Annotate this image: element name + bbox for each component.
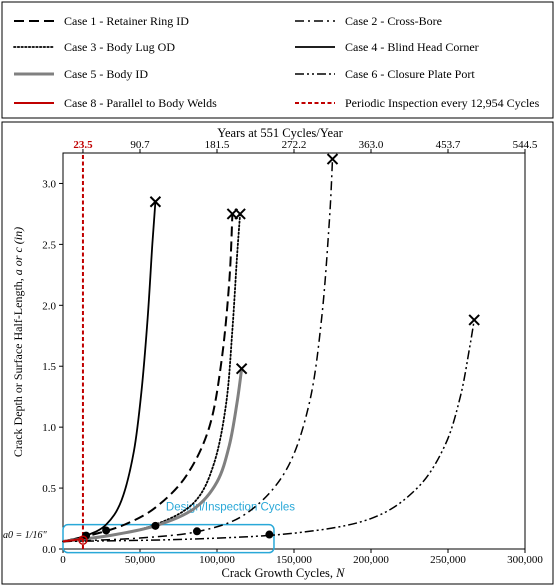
- y-tick-label: 2.0: [42, 300, 56, 312]
- series-end-marker: [234, 208, 246, 220]
- top-tick-label: 90.7: [130, 139, 150, 151]
- legend-frame: [1, 1, 554, 119]
- chart-frame: [1, 121, 554, 585]
- legend-label: Case 8 - Parallel to Body Welds: [64, 96, 217, 110]
- x-tick-label: 200,000: [353, 554, 389, 566]
- x-tick-label: 50,000: [125, 554, 156, 566]
- y-tick-label: 2.5: [42, 239, 56, 251]
- series-line-6: [62, 319, 475, 543]
- legend-label: Case 3 - Body Lug OD: [64, 40, 175, 54]
- design-cycle-dot: [265, 530, 274, 539]
- legend: Case 1 - Retainer Ring ID Case 2 - Cross-…: [1, 1, 554, 119]
- top-tick-label: 453.7: [436, 139, 461, 151]
- series-end-marker: [149, 196, 162, 208]
- y-tick-label: 0.0: [42, 544, 56, 556]
- legend-label: Case 4 - Blind Head Corner: [345, 40, 479, 54]
- x-axis-label: Crack Growth Cycles, N: [222, 566, 346, 580]
- series-line-5: [62, 368, 244, 543]
- top-tick-label: 181.5: [205, 139, 230, 151]
- series-line-4: [62, 201, 157, 543]
- a0-label: a0 = 1/16": [3, 530, 48, 541]
- x-tick-label: 0: [60, 554, 66, 566]
- y-tick-label: 3.0: [42, 178, 56, 190]
- legend-label: Periodic Inspection every 12,954 Cycles: [345, 96, 540, 110]
- top-tick-label: 272.2: [282, 139, 307, 151]
- design-box-label: Design/Inspection Cycles: [166, 502, 295, 514]
- design-cycle-dot: [82, 531, 91, 540]
- inspection-marker: [78, 535, 88, 545]
- y-axis-label: Crack Depth or Surface Half-Length, a or…: [11, 227, 25, 457]
- design-cycle-dot: [192, 527, 201, 536]
- x-tick-label: 100,000: [199, 554, 235, 566]
- legend-label: Case 2 - Cross-Bore: [345, 14, 442, 28]
- y-tick-label: 1.0: [42, 422, 56, 434]
- design-cycle-dot: [102, 526, 111, 535]
- legend-label: Case 1 - Retainer Ring ID: [64, 14, 189, 28]
- x-tick-label: 250,000: [430, 554, 466, 566]
- design-box: [62, 523, 275, 554]
- series-line-2: [62, 159, 334, 543]
- top-tick-label: 363.0: [359, 139, 384, 151]
- top-tick-label: 23.5: [73, 139, 93, 151]
- legend-label: Case 5 - Body ID: [64, 67, 148, 81]
- x-tick-label: 150,000: [276, 554, 312, 566]
- series-end-marker: [326, 153, 339, 165]
- series-end-marker: [235, 362, 248, 375]
- series-end-marker: [468, 314, 480, 326]
- top-axis-label: Years at 551 Cycles/Year: [217, 126, 343, 140]
- legend-label: Case 6 - Closure Plate Port: [345, 67, 475, 81]
- top-tick-label: 544.5: [513, 139, 538, 151]
- y-tick-label: 1.5: [42, 361, 56, 373]
- design-cycle-dot: [151, 521, 160, 530]
- y-tick-label: 0.5: [42, 483, 56, 495]
- x-tick-label: 300,000: [507, 554, 543, 566]
